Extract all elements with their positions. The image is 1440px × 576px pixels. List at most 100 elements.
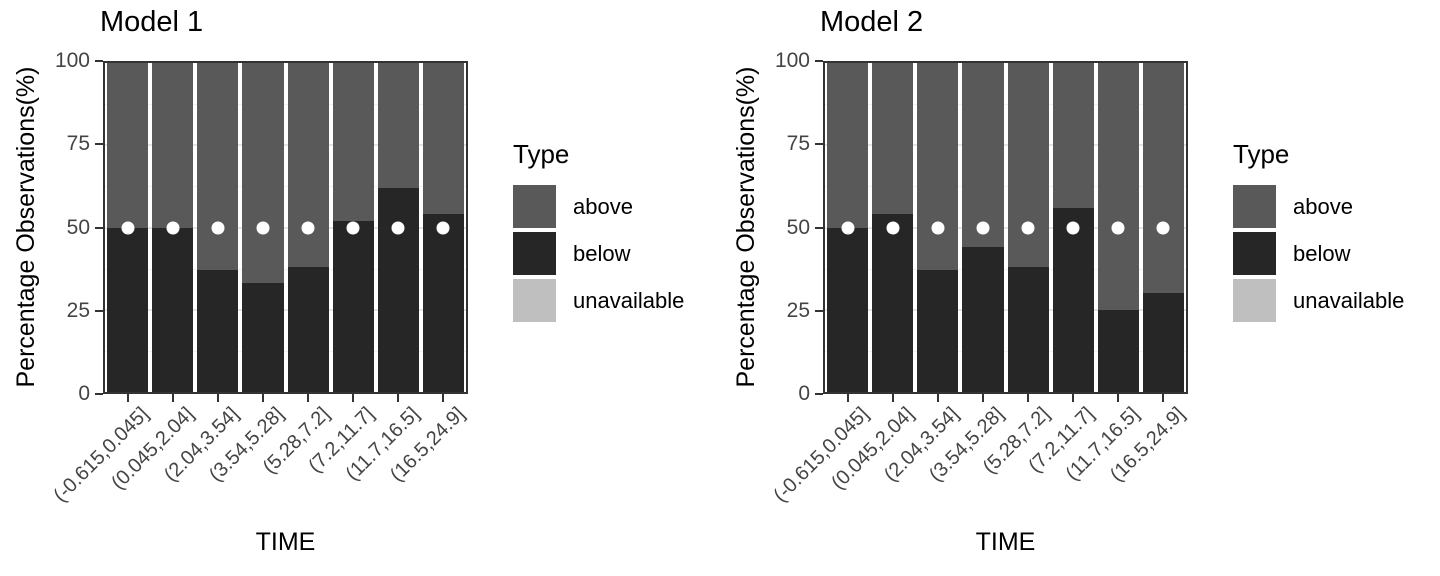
y-tick-mark <box>95 309 103 312</box>
y-tick-mark <box>815 393 823 395</box>
bar-slot <box>376 63 421 392</box>
y-tick-label: 75 <box>66 132 90 156</box>
legend-item-above: above <box>513 185 684 228</box>
bar <box>422 63 464 392</box>
bar-slot <box>105 63 150 392</box>
y-tick-label: 0 <box>78 382 90 405</box>
bar-slot <box>1096 63 1141 392</box>
reference-dot <box>391 221 405 234</box>
x-tick-mark <box>1162 394 1165 402</box>
y-tick-mark <box>815 226 823 229</box>
gridline-minor <box>105 104 466 106</box>
legend-label: unavailable <box>573 287 685 313</box>
bar-segment-below <box>287 266 329 392</box>
y-tick-mark <box>95 226 103 229</box>
bar <box>1052 63 1094 392</box>
legend-swatch-below <box>513 232 556 275</box>
y-tick-label: 75 <box>786 132 810 156</box>
gridline-major <box>105 308 466 311</box>
bars <box>825 63 1186 392</box>
x-tick-mark <box>126 394 129 402</box>
bar-slot <box>870 63 915 392</box>
x-tick-mark <box>891 394 894 402</box>
bar-segment-below <box>332 220 374 392</box>
legend-item-unavailable: unavailable <box>1233 279 1404 322</box>
legend-label: unavailable <box>1293 287 1405 313</box>
bar-slot <box>825 63 870 392</box>
legend-items: above below unavailable <box>513 185 684 322</box>
x-tick-mark <box>171 394 174 402</box>
gridline-major <box>825 144 1186 147</box>
bars <box>105 63 466 392</box>
gridline-minor <box>105 268 466 270</box>
reference-dot <box>886 221 900 234</box>
bar-slot <box>421 63 466 392</box>
bar-segment-below <box>422 214 464 392</box>
reference-dot <box>976 221 990 234</box>
x-axis-title: TIME <box>975 528 1036 556</box>
bar-segment-below <box>827 227 869 392</box>
bar <box>827 63 869 392</box>
legend-item-below: below <box>1233 232 1404 275</box>
reference-dot <box>436 221 450 234</box>
x-tick-mark <box>981 394 984 402</box>
legend-label: above <box>1293 193 1353 219</box>
y-tick-label: 100 <box>54 49 90 72</box>
legend-swatch-below <box>1233 232 1276 275</box>
x-tick-mark <box>1027 394 1030 402</box>
chart-title: Model 1 <box>100 6 204 38</box>
bar-slot <box>960 63 1005 392</box>
y-tick-mark <box>815 309 823 312</box>
x-axis-title: TIME <box>255 528 316 556</box>
reference-dot <box>346 221 360 234</box>
y-tick-mark <box>815 60 823 62</box>
y-tick-label: 50 <box>786 215 810 239</box>
gridline-minor <box>825 350 1186 352</box>
bar-slot <box>240 63 285 392</box>
legend-items: above below unavailable <box>1233 185 1404 322</box>
bar-segment-below <box>197 270 239 392</box>
legend-label: below <box>573 240 631 266</box>
chart-model-2: Model 2 Percentage Observations(%) 0 25 50… <box>720 0 1440 576</box>
legend-swatch-unavailable <box>1233 279 1276 322</box>
bar <box>872 63 914 392</box>
legend-label: below <box>1293 240 1351 266</box>
legend-swatch-unavailable <box>513 279 556 322</box>
reference-dot <box>931 221 945 234</box>
bar-slot <box>1051 63 1096 392</box>
gridline-major <box>825 308 1186 311</box>
reference-dot <box>211 221 225 234</box>
y-tick-label: 25 <box>786 298 810 322</box>
bar <box>107 63 149 392</box>
legend: Type above below unavailable <box>513 139 684 322</box>
y-tick-label: 25 <box>66 298 90 322</box>
gridline-minor <box>105 186 466 188</box>
gridline-minor <box>825 104 1186 106</box>
panel <box>103 61 468 394</box>
bar-slot <box>286 63 331 392</box>
bar-slot <box>1006 63 1051 392</box>
legend-title: Type <box>1233 139 1290 169</box>
gridline-major <box>825 226 1186 229</box>
bar <box>377 63 419 392</box>
reference-dot <box>1021 221 1035 234</box>
panel <box>823 61 1188 394</box>
reference-dot <box>1156 221 1170 234</box>
reference-dot <box>841 221 855 234</box>
reference-dot <box>256 221 270 234</box>
bar-segment-below <box>242 283 284 392</box>
bar-segment-below <box>107 227 149 392</box>
x-tick-mark <box>1072 394 1075 402</box>
y-tick-label: 50 <box>66 215 90 239</box>
bar <box>197 63 239 392</box>
chart-model-1: Model 1 Percentage Observations(%) 0 25 50… <box>12 6 684 556</box>
bar-segment-below <box>1007 266 1049 392</box>
x-tick-mark <box>261 394 264 402</box>
x-tick-mark <box>936 394 939 402</box>
bar-segment-below <box>377 188 419 392</box>
bar-slot <box>150 63 195 392</box>
y-tick-mark <box>95 143 103 146</box>
legend-item-above: above <box>1233 185 1404 228</box>
legend-label: above <box>573 193 633 219</box>
reference-dot <box>166 221 180 234</box>
